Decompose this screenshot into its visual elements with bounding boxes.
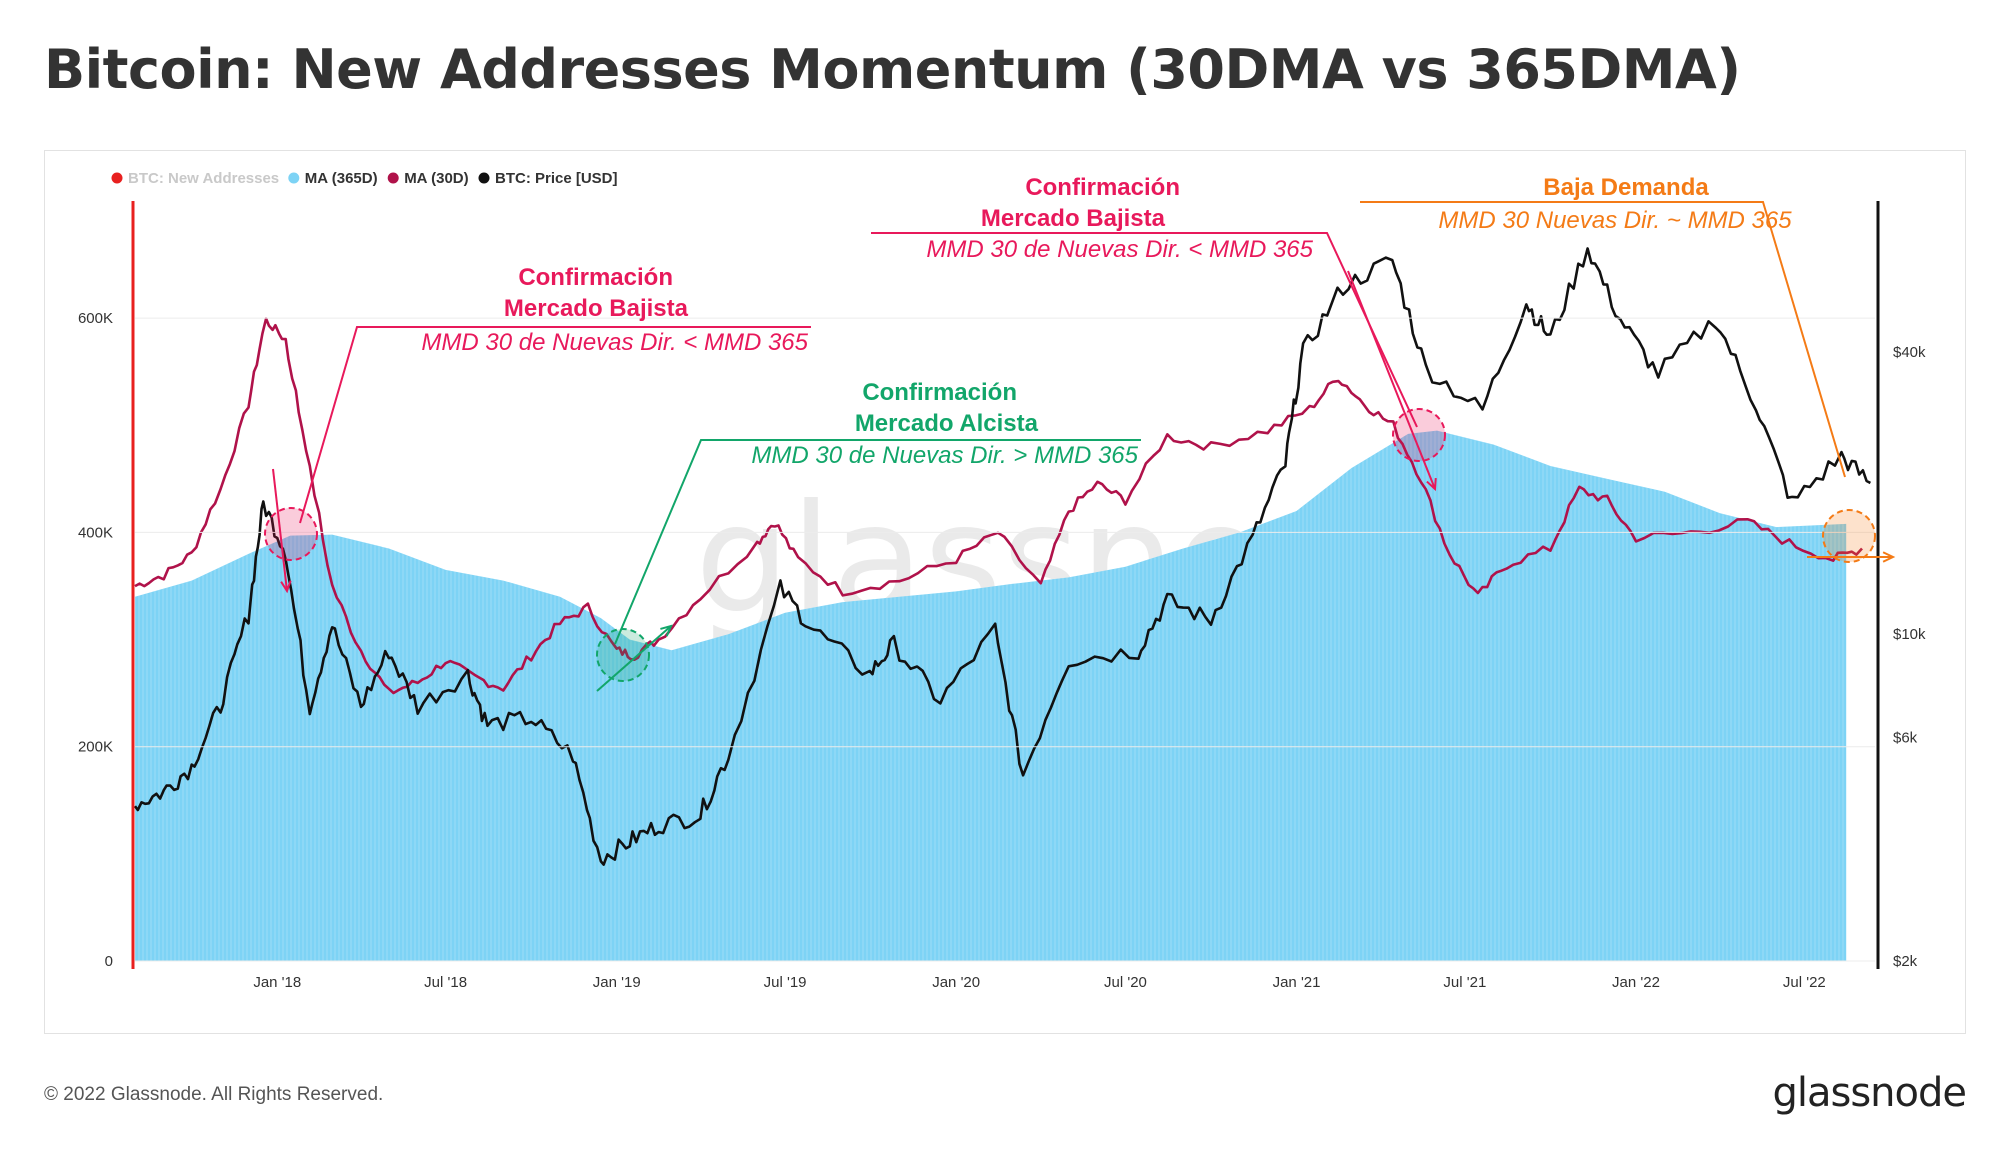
x-tick-label: Jan '21 — [1273, 974, 1321, 991]
y-right-tick-label: $10k — [1893, 626, 1926, 643]
annotation-1-subtitle: MMD 30 de Nuevas Dir. < MMD 365 — [421, 329, 808, 356]
annotation-4-leader — [1360, 201, 1846, 478]
annotation-3-title-line1: Confirmación — [1025, 174, 1180, 201]
annotation-2-title-line1: Confirmación — [862, 379, 1017, 406]
legend-marker — [387, 172, 399, 184]
legend-marker — [478, 172, 490, 184]
footer-copyright: © 2022 Glassnode. All Rights Reserved. — [44, 1084, 384, 1105]
legend: BTC: New Addresses MA (365D) MA (30D) BTC: … — [111, 170, 618, 187]
legend-marker — [111, 172, 123, 184]
x-tick-label: Jul '19 — [764, 974, 807, 991]
annotations-layer: Confirmación Mercado Bajista MMD 30 de Nue… — [264, 174, 1896, 692]
y-right-tick-label: $2k — [1893, 953, 1918, 970]
annotation-1-leader — [299, 326, 811, 524]
annotation-3-arrow — [1347, 270, 1436, 490]
ma30-line-layer — [134, 317, 1863, 695]
x-tick-label: Jul '22 — [1783, 974, 1826, 991]
annotation-1-title-line2: Mercado Bajista — [504, 295, 689, 322]
annotation-1-title-line1: Confirmación — [518, 264, 673, 291]
legend-item-label[interactable]: MA (365D) — [305, 170, 378, 187]
annotation-3-arrow-head — [1426, 477, 1437, 492]
axes-layer: 0 200K 400K 600K $2k $6k $10k $40k Jan '18 Jul '1… — [78, 201, 1926, 991]
y-left-tick-label: 400K — [78, 524, 113, 541]
annotation-2-leader — [614, 439, 1141, 645]
legend-item-label[interactable]: BTC: New Addresses — [128, 170, 279, 187]
annotation-2-arrow — [596, 625, 672, 692]
chart: glassnode 0200K400K600K$2k$6k$10k$40kJan… — [78, 170, 1926, 991]
x-tick-label: Jul '18 — [424, 974, 467, 991]
x-tick-label: Jan '20 — [932, 974, 980, 991]
legend-item-label[interactable]: BTC: Price [USD] — [495, 170, 618, 187]
x-tick-label: Jan '22 — [1612, 974, 1660, 991]
annotation-4-circle — [1822, 509, 1876, 563]
x-tick-label: Jul '21 — [1443, 974, 1486, 991]
x-tick-label: Jan '18 — [253, 974, 301, 991]
annotation-1-arrow — [272, 468, 288, 592]
annotation-3-circle — [1392, 408, 1446, 462]
price-line-layer — [133, 247, 1871, 866]
y-left-tick-label: 200K — [78, 739, 113, 756]
annotation-2-title-line2: Mercado Alcista — [855, 410, 1039, 437]
annotation-2-circle — [596, 628, 650, 682]
y-left-tick-label: 0 — [105, 953, 113, 970]
annotation-1-circle — [264, 507, 318, 561]
annotation-3-leader — [871, 232, 1418, 428]
page-title: Bitcoin: New Addresses Momentum (30DMA v… — [44, 38, 1741, 101]
annotation-4-title: Baja Demanda — [1543, 174, 1709, 201]
annotation-2-subtitle: MMD 30 de Nuevas Dir. > MMD 365 — [751, 442, 1138, 469]
y-right-tick-label: $40k — [1893, 344, 1926, 361]
annotation-3-title-line2: Mercado Bajista — [981, 205, 1166, 232]
x-tick-label: Jul '20 — [1104, 974, 1147, 991]
annotation-4-subtitle: MMD 30 Nuevas Dir. ~ MMD 365 — [1438, 207, 1792, 234]
y-right-tick-label: $6k — [1893, 730, 1918, 747]
ma365-area — [135, 430, 1847, 962]
ma30-line — [134, 317, 1863, 695]
annotation-2-arrow-head — [660, 624, 673, 637]
annotation-4-arrow-head — [1882, 551, 1896, 563]
legend-item-label[interactable]: MA (30D) — [404, 170, 468, 187]
y-left-tick-label: 600K — [78, 310, 113, 327]
annotation-3-subtitle: MMD 30 de Nuevas Dir. < MMD 365 — [926, 236, 1313, 263]
legend-marker — [288, 172, 300, 184]
x-tick-label: Jan '19 — [593, 974, 641, 991]
annotation-1-arrow-head — [280, 580, 292, 594]
glassnode-logo: glassnode — [1772, 1070, 1967, 1116]
price-line — [133, 247, 1871, 866]
chart-frame: glassnode 0 200K 400K 600K $2k $6k $10k $40k Jan… — [44, 150, 1966, 1034]
